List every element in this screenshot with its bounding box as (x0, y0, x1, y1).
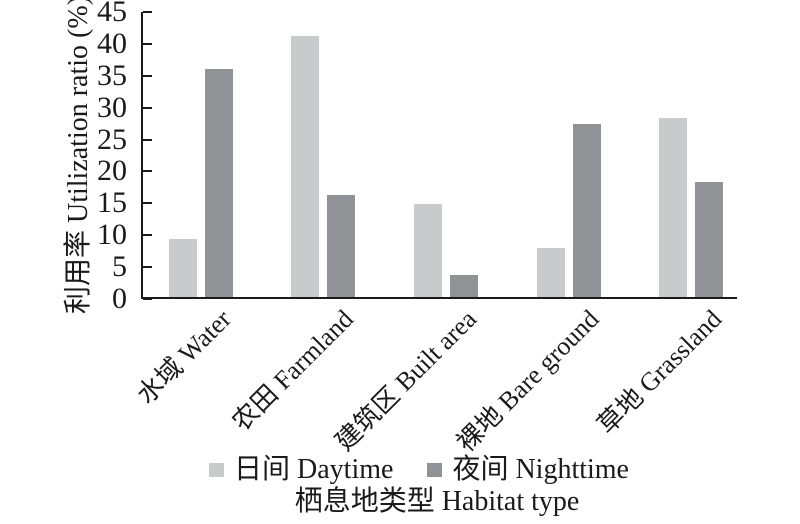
bar-daytime (291, 35, 320, 297)
y-tick (143, 170, 152, 173)
legend-item-nighttime: 夜间 Nighttime (427, 454, 629, 486)
y-tick (143, 234, 152, 237)
y-tick (143, 74, 152, 77)
plot-area: 0 5 10 15 20 25 30 35 40 45 水域 Water 农田 Farmland 建筑区… (97, 0, 737, 458)
bar-daytime (168, 238, 197, 297)
y-tick-label: 0 (112, 282, 127, 315)
bar-daytime (536, 247, 565, 297)
y-tick (143, 298, 152, 300)
y-tick-label: 10 (97, 218, 127, 252)
y-tick (143, 11, 152, 13)
y-tick (143, 106, 152, 109)
bar-nighttime (449, 275, 478, 297)
y-tick (143, 266, 152, 269)
legend: 日间 Daytime 夜间 Nighttime (0, 454, 800, 486)
legend-swatch (209, 463, 225, 477)
legend-label-nighttime: 夜间 Nighttime (452, 454, 629, 485)
y-tick-label: 30 (97, 90, 127, 124)
y-tick (143, 202, 152, 205)
y-tick (143, 42, 152, 45)
x-category-label: 草地 Grassland (591, 304, 728, 440)
y-tick-label: 35 (97, 58, 127, 92)
bar-daytime (659, 118, 688, 297)
legend-item-daytime: 日间 Daytime (209, 454, 393, 486)
legend-label-daytime: 日间 Daytime (234, 454, 394, 485)
bar-nighttime (695, 182, 724, 297)
legend-swatch (427, 463, 443, 477)
y-tick-label: 25 (97, 122, 127, 156)
y-tick-label: 40 (97, 26, 127, 60)
y-tick (143, 138, 152, 141)
y-tick-label: 5 (112, 250, 127, 284)
x-category-label: 农田 Farmland (226, 304, 360, 437)
bar-nighttime (204, 68, 233, 297)
x-category-label: 水域 Water (130, 304, 237, 410)
x-axis-title: 栖息地类型 Habitat type (294, 486, 580, 517)
y-tick-label: 20 (97, 154, 127, 188)
bar-nighttime (327, 194, 356, 297)
y-tick-label: 45 (97, 0, 127, 28)
bar-nighttime (572, 124, 601, 297)
bar-daytime (413, 203, 442, 297)
y-tick-label: 15 (97, 186, 127, 220)
